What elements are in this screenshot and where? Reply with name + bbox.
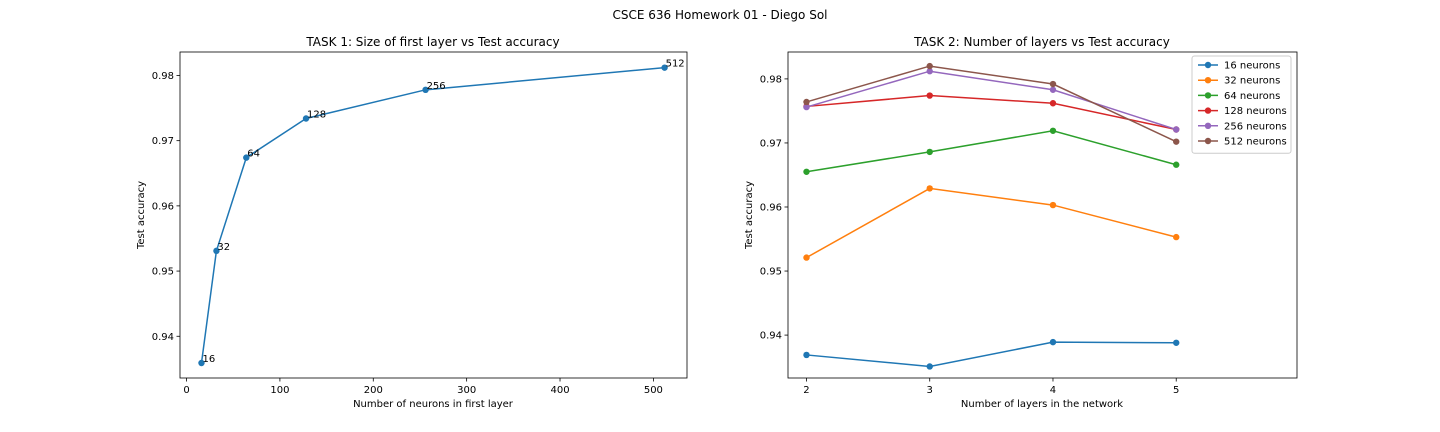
task2-x-ticks: 2 3 4 5 xyxy=(803,378,1179,396)
task2-legend: 16 neurons 32 neurons 64 neurons 128 neuron… xyxy=(1191,55,1292,154)
task2-point xyxy=(803,254,810,261)
task1-point-label: 128 xyxy=(307,110,326,121)
task2-ytick-label: 0.96 xyxy=(760,202,782,213)
task2-point xyxy=(926,92,933,99)
legend-entry-label: 64 neurons xyxy=(1224,91,1280,102)
task2-point xyxy=(1049,338,1057,346)
task2-point xyxy=(803,103,810,111)
task2-point xyxy=(1049,201,1057,209)
task1-y-ticks: 0.94 0.95 0.96 0.97 0.98 xyxy=(152,71,180,343)
task1-xtick-label: 0 xyxy=(183,385,189,396)
task2-point xyxy=(926,185,933,192)
task1-point-label: 64 xyxy=(247,149,260,160)
legend-entry-label: 512 neurons xyxy=(1224,137,1287,148)
task1-ytick-label: 0.98 xyxy=(152,71,174,82)
task1-point-label: 512 xyxy=(666,59,685,70)
task2-series-line xyxy=(806,130,1177,173)
legend-entry-label: 128 neurons xyxy=(1224,106,1287,117)
task1-xtick-label: 200 xyxy=(364,385,383,396)
task1-point-labels: 16 32 64 128 256 512 xyxy=(202,59,684,365)
task1-point xyxy=(213,247,220,255)
task1-ytick-label: 0.97 xyxy=(152,136,174,147)
task1-plot: TASK 1: Size of first layer vs Test accu… xyxy=(136,35,688,410)
task1-point xyxy=(198,359,205,367)
task1-point xyxy=(302,115,310,122)
task2-xtick-label: 5 xyxy=(1173,385,1179,396)
task1-xtick-label: 100 xyxy=(270,385,289,396)
task2-title: TASK 2: Number of layers vs Test accurac… xyxy=(913,35,1170,49)
task2-point xyxy=(1049,127,1057,134)
task2-point xyxy=(926,68,933,75)
task2-point xyxy=(1173,233,1180,241)
task2-xtick-label: 4 xyxy=(1050,385,1056,396)
task2-ytick-label: 0.94 xyxy=(760,331,782,342)
task2-ylabel: Test accuracy xyxy=(744,181,755,250)
task2-plot: TASK 2: Number of layers vs Test accurac… xyxy=(744,35,1298,410)
task1-ytick-label: 0.94 xyxy=(152,332,174,343)
legend-swatch-marker xyxy=(1204,77,1212,84)
task1-point xyxy=(661,64,668,71)
task1-axes-frame xyxy=(179,51,688,379)
task1-x-ticks: 0 100 200 300 400 500 xyxy=(183,378,663,396)
legend-swatch-marker xyxy=(1204,92,1212,99)
task1-xtick-label: 500 xyxy=(644,385,663,396)
task2-series xyxy=(803,62,1180,370)
task2-y-ticks: 0.94 0.95 0.96 0.97 0.98 xyxy=(760,74,788,342)
task1-point-label: 256 xyxy=(427,81,446,92)
legend-swatch-marker xyxy=(1204,61,1212,69)
task2-point xyxy=(1173,161,1180,168)
task1-point xyxy=(243,154,250,161)
legend-swatch-marker xyxy=(1204,107,1212,114)
legend-swatch-marker xyxy=(1204,122,1212,129)
task2-point xyxy=(803,98,810,106)
task2-point xyxy=(1173,339,1180,346)
task2-xtick-label: 2 xyxy=(803,385,809,396)
task2-point xyxy=(803,168,810,175)
task1-xtick-label: 300 xyxy=(457,385,476,396)
task2-series-line xyxy=(806,70,1177,131)
legend-entry-label: 32 neurons xyxy=(1224,76,1280,87)
task1-ytick-label: 0.96 xyxy=(152,201,174,212)
task2-series-line xyxy=(806,187,1177,259)
task1-ytick-label: 0.95 xyxy=(152,267,174,278)
task2-point xyxy=(926,363,933,370)
task2-ytick-label: 0.95 xyxy=(760,267,782,278)
task1-point-label: 32 xyxy=(217,242,230,253)
task1-title: TASK 1: Size of first layer vs Test accu… xyxy=(305,35,559,49)
task2-xlabel: Number of layers in the network xyxy=(961,399,1123,410)
task2-ytick-label: 0.97 xyxy=(760,138,782,149)
task1-point xyxy=(422,86,429,94)
task1-xtick-label: 400 xyxy=(550,385,569,396)
task2-point xyxy=(1173,138,1180,145)
task2-point xyxy=(803,351,810,359)
task2-xtick-label: 3 xyxy=(927,385,933,396)
task2-point xyxy=(926,148,933,156)
figure-title: CSCE 636 Homework 01 - Diego Sol xyxy=(612,8,827,22)
task2-point xyxy=(1049,80,1057,88)
legend-swatch-marker xyxy=(1204,137,1212,145)
task2-axes-frame xyxy=(787,51,1298,379)
task1-xlabel: Number of neurons in first layer xyxy=(353,399,514,410)
legend-entry-label: 256 neurons xyxy=(1224,121,1287,132)
task2-point xyxy=(1049,100,1057,107)
task1-series xyxy=(198,64,668,367)
task1-point-label: 16 xyxy=(202,354,215,365)
task2-point xyxy=(926,62,933,70)
task1-ylabel: Test accuracy xyxy=(136,181,147,250)
task2-point xyxy=(1173,126,1180,133)
task2-series-line xyxy=(806,94,1177,131)
task2-series-line xyxy=(806,341,1177,368)
task2-series-line xyxy=(806,65,1177,143)
task2-point xyxy=(1049,86,1057,93)
task2-ytick-label: 0.98 xyxy=(760,74,782,85)
task1-line xyxy=(200,66,665,364)
legend-entry-label: 16 neurons xyxy=(1224,61,1280,72)
